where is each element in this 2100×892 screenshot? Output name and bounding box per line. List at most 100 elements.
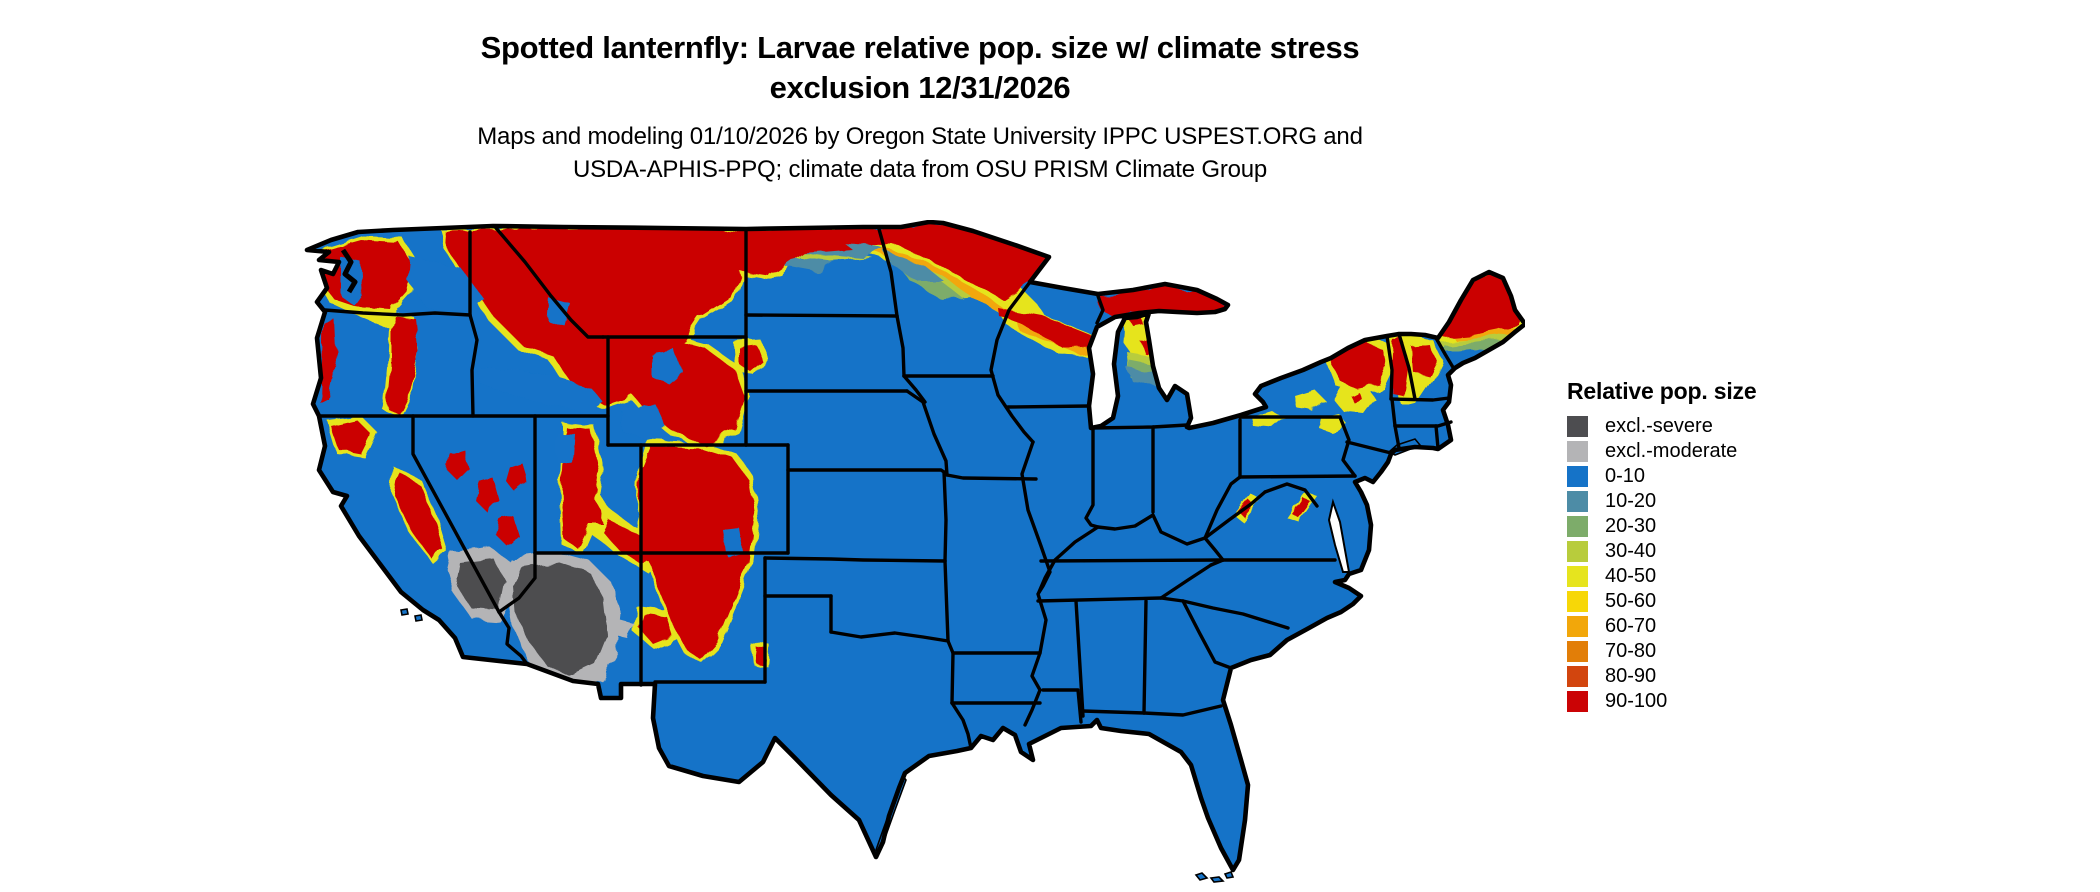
state-border xyxy=(1434,336,1456,371)
page-title-line1: Spotted lanternfly: Larvae relative pop.… xyxy=(480,30,1360,65)
legend-item: excl.-severe xyxy=(1567,415,1756,437)
climate-patch xyxy=(603,336,745,444)
state-border xyxy=(905,389,949,477)
island xyxy=(414,614,423,622)
state-border xyxy=(1345,440,1393,455)
climate-patch xyxy=(331,420,371,454)
state-border xyxy=(1238,474,1357,479)
climate-patch xyxy=(387,316,419,414)
legend-swatch xyxy=(1567,641,1588,662)
climate-patch xyxy=(1351,392,1363,404)
state-border xyxy=(1385,334,1394,401)
climate-patch xyxy=(475,368,603,414)
state-border xyxy=(895,314,906,378)
climate-patch xyxy=(883,250,945,282)
legend-swatch xyxy=(1567,416,1588,437)
climate-patch xyxy=(407,256,483,312)
island xyxy=(1209,876,1225,883)
state-border xyxy=(744,313,899,318)
state-border xyxy=(1041,688,1083,724)
state-border xyxy=(1020,440,1052,727)
legend-label: 0-10 xyxy=(1605,465,1646,487)
state-border xyxy=(1142,704,1223,717)
climate-patch xyxy=(505,462,527,492)
climate-patch xyxy=(547,298,571,326)
state-border xyxy=(1263,482,1319,508)
state-border xyxy=(1095,294,1105,325)
state-border xyxy=(497,551,537,614)
climate-patch xyxy=(998,308,1099,348)
state-border xyxy=(943,559,950,643)
state-border xyxy=(1209,558,1225,567)
climate-patch xyxy=(621,404,665,440)
climate-patch xyxy=(651,350,683,384)
state-border xyxy=(829,630,950,643)
climate-patch xyxy=(565,482,603,524)
state-border xyxy=(1159,563,1213,600)
legend-swatch xyxy=(1567,591,1588,612)
state-border xyxy=(1203,490,1267,540)
state-border xyxy=(942,470,948,563)
legend-swatch xyxy=(1567,491,1588,512)
state-border xyxy=(1037,475,1242,594)
state-border xyxy=(468,313,479,418)
state-border xyxy=(1338,415,1357,478)
legend-label: 70-80 xyxy=(1605,640,1657,662)
state-border xyxy=(763,556,947,563)
page-subtitle-line1: Maps and modeling 01/10/2026 by Oregon S… xyxy=(477,123,1363,150)
legend-item: 30-40 xyxy=(1567,540,1756,562)
legend-swatch xyxy=(1567,466,1588,487)
state-border xyxy=(1181,599,1233,670)
climate-patch xyxy=(495,516,519,546)
state-border xyxy=(1203,536,1225,562)
state-border xyxy=(1081,709,1146,715)
state-border xyxy=(989,280,1035,444)
legend-swatch xyxy=(1567,516,1588,537)
climate-patch xyxy=(723,528,743,556)
legend-item: 20-30 xyxy=(1567,515,1756,537)
state-border xyxy=(1159,596,1185,603)
legend-item: 50-60 xyxy=(1567,590,1756,612)
page-subtitle: Maps and modeling 01/10/2026 by Oregon S… xyxy=(0,120,1840,186)
legend-item: 80-90 xyxy=(1567,665,1756,687)
legend-label: 60-70 xyxy=(1605,615,1657,637)
state-border xyxy=(497,610,529,666)
legend-label: 30-40 xyxy=(1605,540,1657,562)
coast-detail xyxy=(340,248,358,294)
state-border xyxy=(902,374,927,404)
state-border xyxy=(1089,423,1189,430)
climate-patch xyxy=(1439,274,1523,338)
climate-patch xyxy=(395,472,443,558)
page-subtitle-line2: USDA-APHIS-PPQ; climate data from OSU PR… xyxy=(572,156,1268,183)
legend-label: excl.-moderate xyxy=(1605,440,1738,462)
state-border xyxy=(494,226,605,339)
legend-label: excl.-severe xyxy=(1605,415,1713,437)
legend-label: 80-90 xyxy=(1605,665,1657,687)
map-legend: Relative pop. size excl.-severe excl.-mod… xyxy=(1567,378,1757,716)
legend-label: 20-30 xyxy=(1605,515,1657,537)
climate-patch xyxy=(447,448,469,480)
legend-item: 70-80 xyxy=(1567,640,1756,662)
climate-patch xyxy=(639,614,673,644)
legend-swatch xyxy=(1567,441,1588,462)
state-border xyxy=(1397,332,1417,401)
state-border xyxy=(1006,404,1091,409)
climate-patch xyxy=(1441,330,1525,348)
state-border xyxy=(411,414,501,614)
legend-item: 40-50 xyxy=(1567,565,1756,587)
legend-rows: excl.-severe excl.-moderate 0-10 10-20 20-30… xyxy=(1567,415,1756,712)
legend-item: 0-10 xyxy=(1567,465,1756,487)
state-border xyxy=(323,308,472,317)
state-border xyxy=(1039,558,1337,563)
legend-swatch xyxy=(1567,666,1588,687)
legend-swatch xyxy=(1567,691,1588,712)
us-map xyxy=(303,220,1525,892)
climate-patch xyxy=(1331,341,1387,389)
legend-item: 90-100 xyxy=(1567,690,1756,712)
climate-patch xyxy=(443,227,851,406)
island xyxy=(1223,871,1235,879)
climate-patch xyxy=(475,478,499,512)
state-border xyxy=(945,473,1038,481)
us-map-svg xyxy=(304,220,1525,883)
